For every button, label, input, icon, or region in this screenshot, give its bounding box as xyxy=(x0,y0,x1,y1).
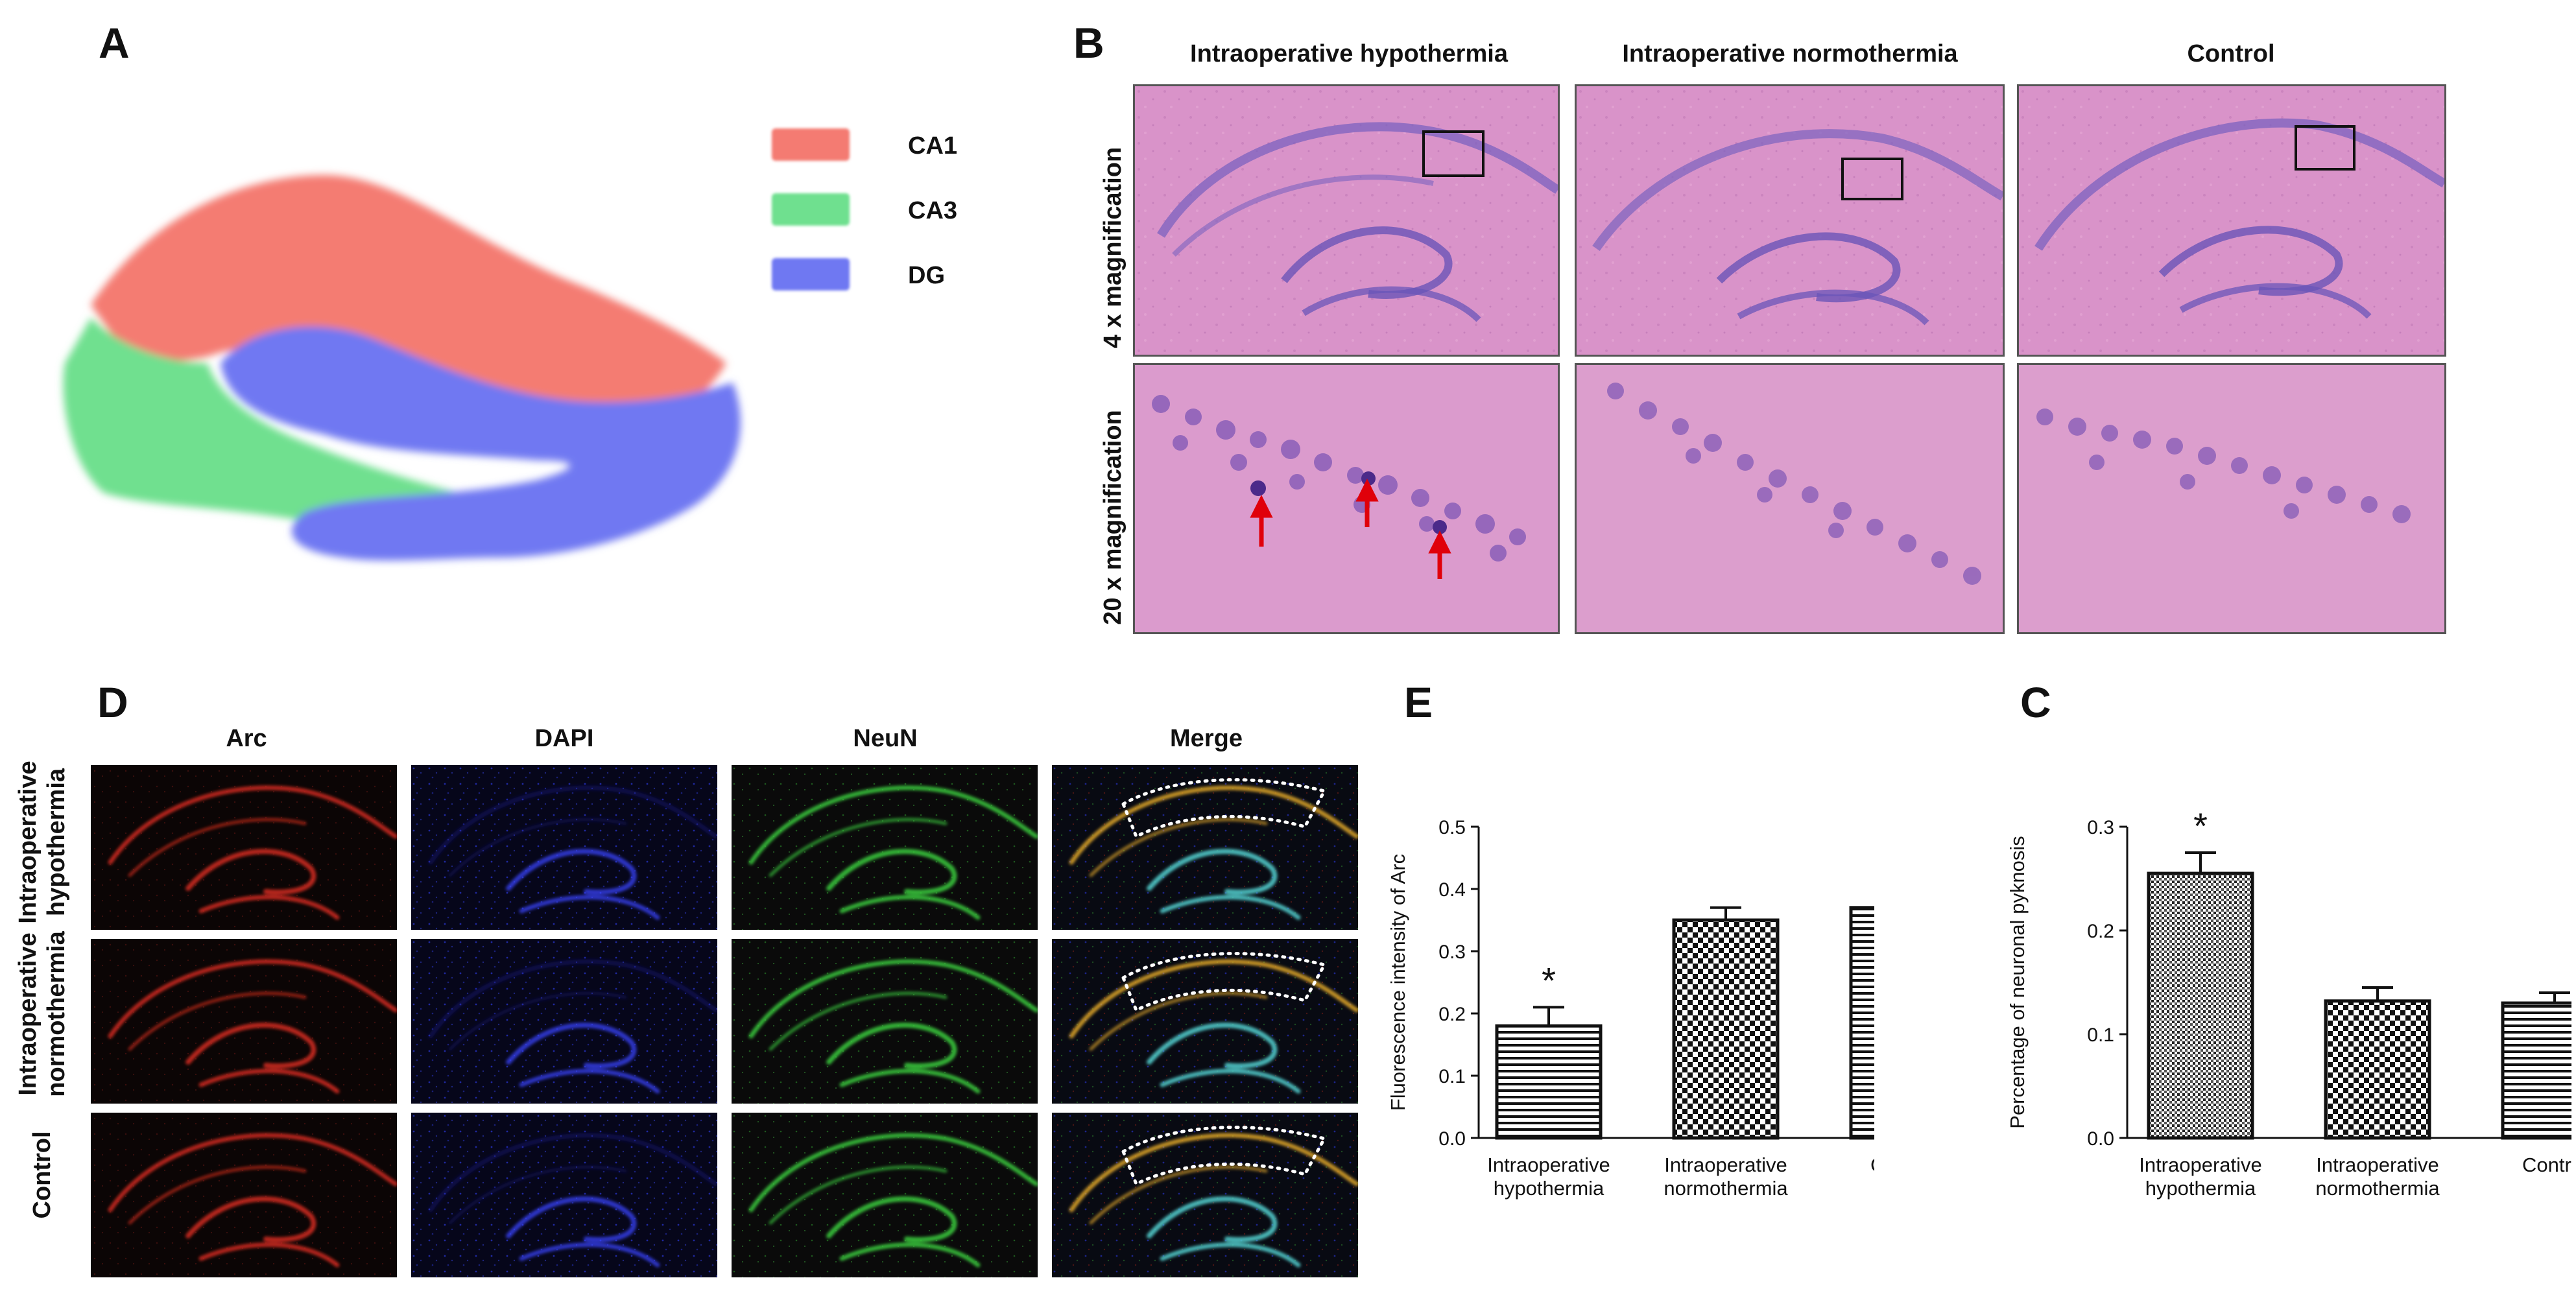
fluor-dapi-control-image xyxy=(411,1113,717,1277)
fluor-dapi-hypothermia-image xyxy=(411,765,717,930)
pyknosis-arrows xyxy=(1250,479,1451,579)
b-col-header-control: Control xyxy=(2187,40,2275,67)
ca1-region xyxy=(91,175,726,457)
fluor-merge-normothermia-image xyxy=(1052,939,1358,1104)
he-20x-hypothermia-image xyxy=(1133,363,1560,634)
category-label: Control xyxy=(2522,1154,2571,1176)
b-col-header-hypothermia: Intraoperative hypothermia xyxy=(1190,40,1508,67)
y-tick-label: 0.1 xyxy=(1438,1066,1466,1087)
y-tick-label: 0.2 xyxy=(2087,921,2114,942)
bar xyxy=(2501,1001,2571,1140)
panel-e-letter: E xyxy=(1404,678,1433,726)
category-label: hypothermia xyxy=(2145,1177,2256,1200)
panel-c-letter: C xyxy=(2020,678,2051,726)
d-col-header-dapi: DAPI xyxy=(534,725,594,752)
bar xyxy=(1672,918,1780,1140)
panel-d-letter: D xyxy=(97,678,128,726)
he-20x-normothermia-image xyxy=(1575,363,2005,634)
significance-marker: * xyxy=(2193,805,2208,846)
he-4x-hypothermia-image xyxy=(1133,84,1560,357)
pyknosis-chart: 0.0 0.1 0.2 0.3 Percentage of neuronal pykno… xyxy=(2006,805,2571,1200)
category-label: normothermia xyxy=(2315,1177,2440,1200)
y-tick-label: 0.3 xyxy=(2087,817,2114,838)
y-tick-label: 0.0 xyxy=(2087,1128,2114,1150)
y-tick-label: 0.5 xyxy=(1438,817,1466,838)
ca1-roi-outline xyxy=(1121,1126,1327,1187)
he-20x-control-image xyxy=(2017,363,2446,634)
b-row-label-4x: 4 x magnification xyxy=(1099,147,1127,349)
fluor-merge-hypothermia-image xyxy=(1052,765,1358,930)
d-col-header-arc: Arc xyxy=(226,725,267,752)
fluor-neun-hypothermia-image xyxy=(732,765,1038,930)
ca1-roi-outline xyxy=(1121,778,1327,839)
d-col-header-neun: NeuN xyxy=(853,725,918,752)
bar xyxy=(2147,871,2254,1140)
fluor-merge-control-image xyxy=(1052,1113,1358,1277)
category-label: normothermia xyxy=(1664,1177,1788,1200)
category-label: Intraoperative xyxy=(1664,1154,1787,1176)
b-col-header-normothermia: Intraoperative normothermia xyxy=(1622,40,1958,67)
category-label: Intraoperative xyxy=(2316,1154,2439,1176)
ca3-region xyxy=(63,318,512,527)
d-row-label-normothermia: Intraoperative normothermia xyxy=(14,931,70,1097)
ca3-legend-label: CA3 xyxy=(908,197,958,224)
category-label: hypothermia xyxy=(1494,1177,1604,1200)
he-4x-normothermia-image xyxy=(1575,84,2005,357)
bar xyxy=(1849,906,1874,1140)
fluorescence-image-grid xyxy=(91,765,1368,1277)
fluor-arc-control-image xyxy=(91,1113,397,1277)
y-tick-label: 0.0 xyxy=(1438,1128,1466,1150)
panel-a-letter: A xyxy=(99,19,130,67)
fluor-dapi-normothermia-image xyxy=(411,939,717,1104)
arc-intensity-chart: 0.0 0.1 0.2 0.3 0.4 0.5 Fluorescence intensity… xyxy=(1387,817,1874,1200)
d-col-header-merge: Merge xyxy=(1170,725,1243,752)
ca1-roi-outline xyxy=(1121,952,1327,1013)
ca3-swatch xyxy=(772,193,850,226)
bar xyxy=(1495,1024,1603,1140)
d-row-label-control: Control xyxy=(29,1131,56,1219)
y-axis-label: Fluorescence intensity of Arc xyxy=(1387,854,1409,1111)
dg-region xyxy=(221,326,741,561)
y-tick-label: 0.2 xyxy=(1438,1004,1466,1025)
y-axis-label: Percentage of neuronal pyknosis xyxy=(2006,836,2029,1129)
category-label: Control xyxy=(1870,1154,1874,1176)
dg-swatch xyxy=(772,258,850,290)
he-4x-control-image xyxy=(2017,84,2446,357)
fluor-arc-hypothermia-image xyxy=(91,765,397,930)
dg-legend-label: DG xyxy=(908,262,945,289)
ca1-swatch xyxy=(772,128,850,161)
fluor-neun-normothermia-image xyxy=(732,939,1038,1104)
y-tick-label: 0.1 xyxy=(2087,1024,2114,1046)
b-row-label-20x: 20 x magnification xyxy=(1099,410,1127,625)
panel-b-letter: B xyxy=(1073,19,1104,67)
y-tick-label: 0.4 xyxy=(1438,879,1466,901)
bar xyxy=(2324,999,2431,1140)
significance-marker: * xyxy=(1542,960,1556,1000)
hippocampus-schematic xyxy=(63,175,741,561)
category-label: Intraoperative xyxy=(2139,1154,2262,1176)
fluor-arc-normothermia-image xyxy=(91,939,397,1104)
ca1-legend-label: CA1 xyxy=(908,132,958,160)
fluor-neun-control-image xyxy=(732,1113,1038,1277)
y-tick-label: 0.3 xyxy=(1438,941,1466,963)
category-label: Intraoperative xyxy=(1487,1154,1610,1176)
